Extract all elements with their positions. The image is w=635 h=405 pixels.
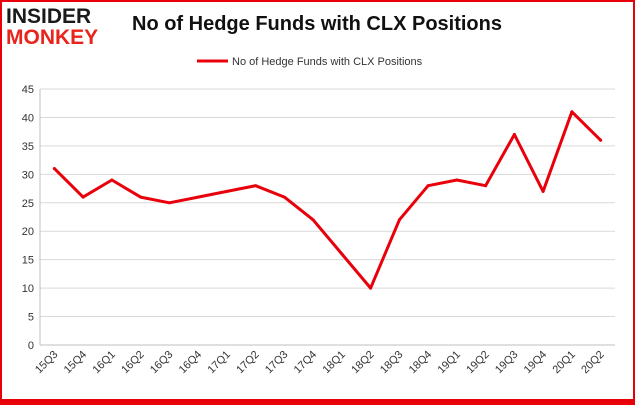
data-point — [52, 167, 56, 171]
data-point — [110, 178, 114, 182]
x-tick-label: 20Q2 — [579, 349, 607, 377]
data-point — [254, 184, 258, 188]
y-tick-label: 5 — [28, 312, 34, 324]
chart-title: No of Hedge Funds with CLX Positions — [132, 13, 502, 35]
y-tick-label: 30 — [22, 169, 34, 181]
y-tick-label: 45 — [22, 84, 34, 96]
x-tick-label: 19Q4 — [522, 349, 550, 377]
x-tick-label: 19Q1 — [435, 349, 463, 377]
x-tick-label: 16Q2 — [119, 349, 147, 377]
y-tick-label: 20 — [22, 226, 34, 238]
series-line — [52, 110, 603, 290]
data-point — [397, 218, 401, 222]
x-tick-label: 18Q2 — [349, 349, 377, 377]
data-point — [484, 184, 488, 188]
legend-label: No of Hedge Funds with CLX Positions — [232, 56, 423, 68]
y-tick-label: 25 — [22, 198, 34, 210]
data-point — [282, 195, 286, 199]
x-tick-label: 17Q4 — [292, 349, 320, 377]
x-tick-label: 15Q3 — [33, 349, 61, 377]
data-point — [139, 195, 143, 199]
y-tick-label: 15 — [22, 255, 34, 267]
bottom-accent-bar — [0, 399, 635, 405]
logo-line-1: INSIDER — [6, 5, 92, 28]
data-point — [512, 133, 516, 137]
data-point — [455, 178, 459, 182]
x-tick-label: 16Q3 — [148, 349, 176, 377]
y-tick-labels: 0 5 10 15 20 25 30 35 40 45 — [22, 84, 34, 352]
x-tick-label: 18Q4 — [407, 349, 435, 377]
x-tick-label: 18Q1 — [320, 349, 348, 377]
x-tick-label: 17Q1 — [205, 349, 233, 377]
logo-line-2: MONKEY — [6, 26, 99, 49]
y-tick-label: 35 — [22, 141, 34, 153]
y-tick-label: 40 — [22, 112, 34, 124]
y-tick-label: 0 — [28, 340, 34, 352]
y-tick-label: 10 — [22, 283, 34, 295]
x-tick-label: 17Q3 — [263, 349, 291, 377]
x-tick-label: 15Q4 — [62, 349, 90, 377]
legend: No of Hedge Funds with CLX Positions — [197, 56, 423, 68]
data-point — [570, 110, 574, 114]
data-point — [426, 184, 430, 188]
data-point — [196, 195, 200, 199]
data-point — [369, 286, 373, 290]
grid-lines — [40, 88, 615, 346]
x-tick-labels: 15Q3 15Q4 16Q1 16Q2 16Q3 16Q4 17Q1 17Q2 17Q3 17Q4… — [33, 349, 607, 377]
x-tick-label: 20Q1 — [550, 349, 578, 377]
data-point — [81, 195, 85, 199]
data-point — [541, 189, 545, 193]
data-point — [599, 138, 603, 142]
x-tick-label: 18Q3 — [378, 349, 406, 377]
x-tick-label: 19Q3 — [493, 349, 521, 377]
x-tick-label: 19Q2 — [464, 349, 492, 377]
x-tick-label: 16Q4 — [177, 349, 205, 377]
data-point — [311, 218, 315, 222]
axes — [39, 89, 615, 346]
data-point — [167, 201, 171, 205]
x-tick-label: 17Q2 — [234, 349, 262, 377]
series-layer — [52, 110, 603, 290]
insider-monkey-logo: INSIDER MONKEY — [6, 6, 116, 50]
x-tick-label: 16Q1 — [90, 349, 118, 377]
data-point — [340, 252, 344, 256]
data-point — [225, 189, 229, 193]
